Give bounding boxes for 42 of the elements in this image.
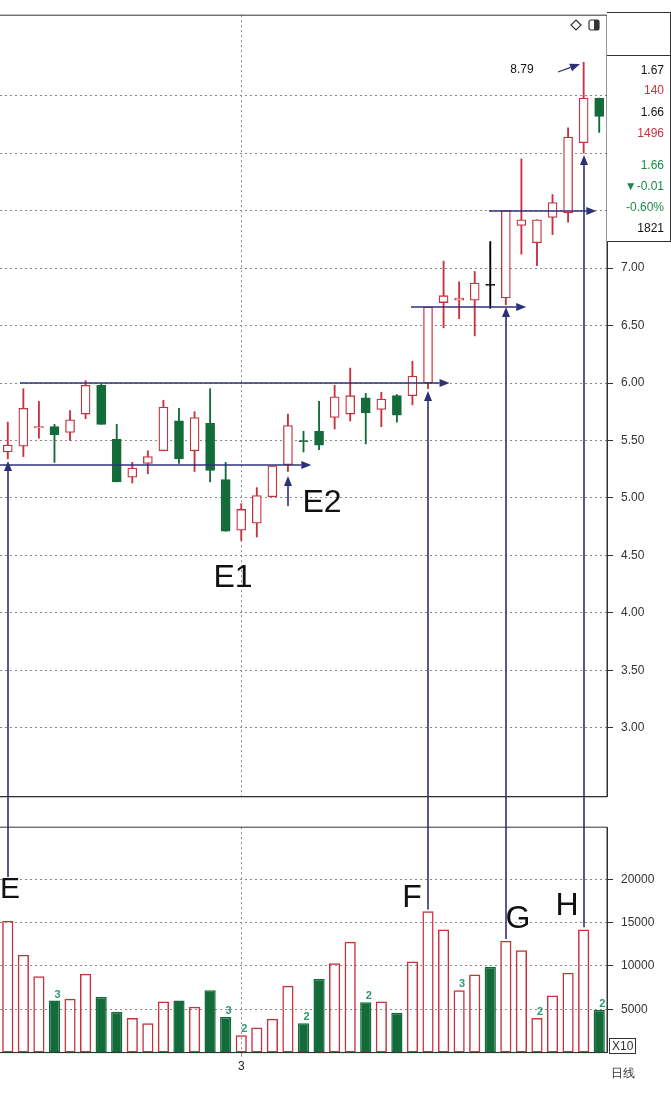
y-tick-label: 3.00 [621, 720, 645, 735]
text: 1.66 [640, 105, 664, 119]
text: X10 [609, 1038, 637, 1054]
y-tick-label: 3.50 [621, 662, 645, 677]
y-tick-label: 20000 [621, 871, 655, 886]
text: ▼-0.01 [624, 179, 664, 193]
y-tick-label: 6.00 [621, 375, 645, 390]
annotation: H [555, 885, 579, 922]
y-tick-label: 6.50 [621, 317, 645, 332]
y-tick-label: 5000 [621, 1001, 649, 1016]
annotation: E1 [213, 557, 253, 594]
text: 日线 [610, 1065, 636, 1082]
annotation: G [505, 898, 531, 935]
annotation: E2 [302, 482, 342, 519]
text: 1.67 [640, 63, 664, 77]
candlestick [516, 158, 527, 255]
candlestick [34, 401, 44, 439]
text: 1.66 [640, 158, 664, 172]
text: 140 [643, 83, 664, 97]
annotation: 3 [53, 987, 62, 1000]
y-tick-label: 5.50 [621, 432, 645, 447]
candlestick [438, 260, 449, 329]
annotation: F [402, 877, 422, 914]
candlestick [485, 241, 496, 309]
text: -0.60% [625, 200, 664, 214]
y-tick-label: 7.00 [621, 260, 645, 275]
y-tick-label: 5.00 [621, 490, 645, 505]
annotation: 2 [240, 1022, 249, 1035]
annotation: 2 [302, 1010, 311, 1023]
annotation: 2 [598, 997, 607, 1010]
annotation: 2 [364, 989, 373, 1002]
annotation: 2 [535, 1004, 544, 1017]
annotation: 3 [458, 977, 467, 990]
y-tick-label: 10000 [621, 958, 655, 973]
annotation: E [0, 871, 21, 905]
text: 1496 [637, 126, 664, 140]
annotation: 8.79 [510, 62, 534, 77]
y-tick-label: 4.00 [621, 605, 645, 620]
annotation: 3 [224, 1004, 233, 1017]
text: 1821 [637, 221, 664, 235]
y-tick-label: 15000 [621, 914, 655, 929]
y-tick-label: 4.50 [621, 547, 645, 562]
